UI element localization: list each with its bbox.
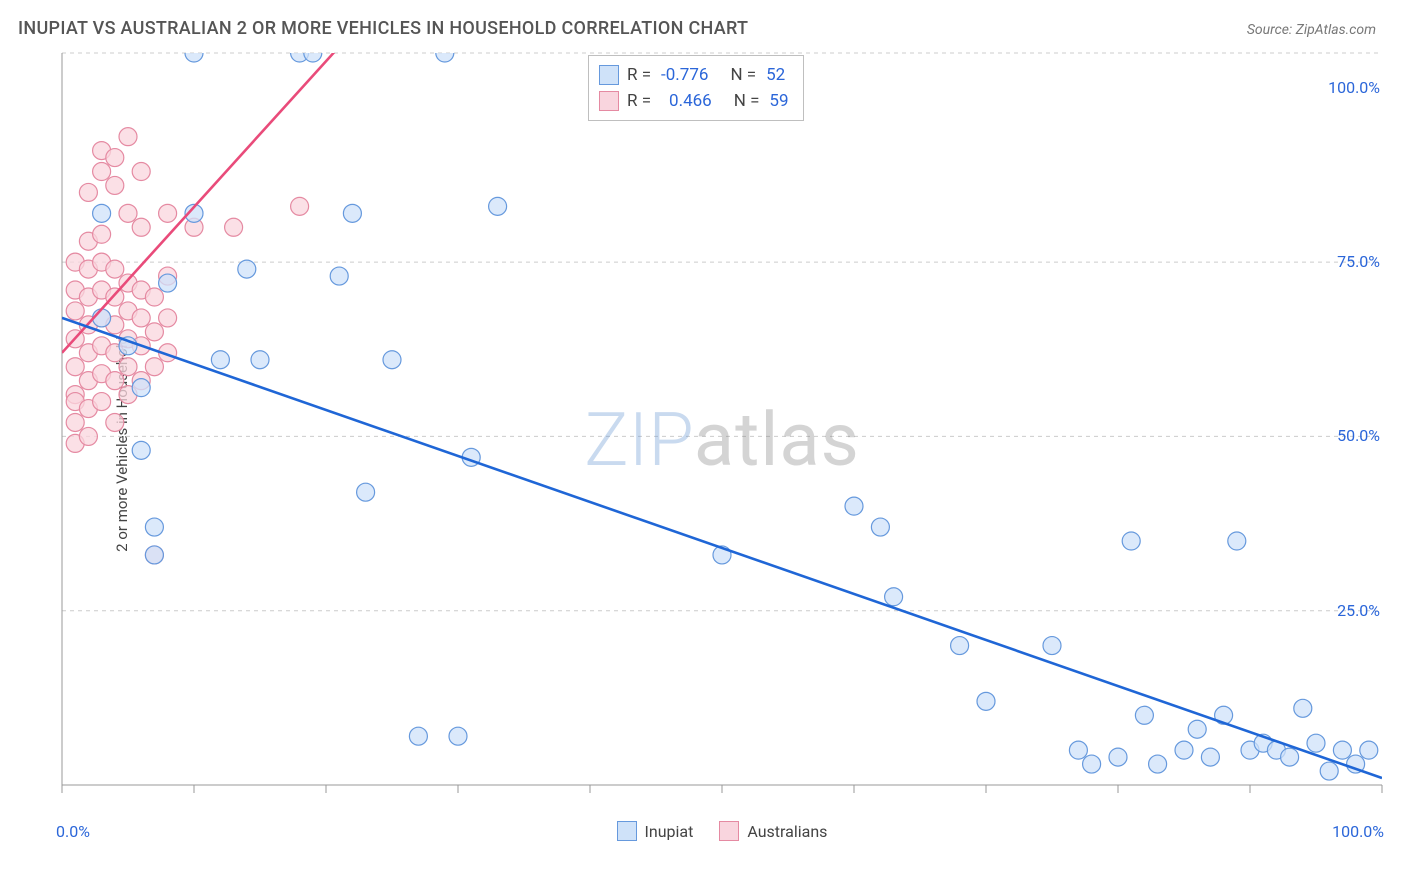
legend-swatch-inupiat — [617, 821, 637, 841]
scatter-plot-svg — [58, 49, 1386, 839]
legend-row-australians: R = 0.466 N = 59 — [599, 88, 789, 114]
legend-item-australians: Australians — [719, 821, 827, 841]
legend-label-inupiat: Inupiat — [645, 822, 694, 841]
y-axis-tick-75: 75.0% — [1337, 252, 1380, 271]
r-label: R = — [627, 62, 651, 88]
legend-swatch-australians — [599, 91, 619, 111]
chart-header: INUPIAT VS AUSTRALIAN 2 OR MORE VEHICLES… — [0, 0, 1406, 49]
series-legend: Inupiat Australians — [58, 821, 1386, 841]
correlation-legend: R = -0.776 N = 52 R = 0.466 N = 59 — [588, 55, 804, 121]
legend-swatch-australians — [719, 821, 739, 841]
source-attribution: Source: ZipAtlas.com — [1247, 22, 1376, 38]
legend-swatch-inupiat — [599, 65, 619, 85]
legend-row-inupiat: R = -0.776 N = 52 — [599, 62, 789, 88]
r-label: R = — [627, 88, 651, 114]
r-value-inupiat: -0.776 — [661, 62, 708, 88]
n-label: N = — [734, 88, 760, 114]
n-label: N = — [730, 62, 756, 88]
y-axis-tick-25: 25.0% — [1337, 601, 1380, 620]
legend-item-inupiat: Inupiat — [617, 821, 694, 841]
y-axis-tick-100: 100.0% — [1328, 78, 1380, 97]
chart-area: 2 or more Vehicles in Household ZIPatlas… — [50, 49, 1386, 839]
r-value-australians: 0.466 — [669, 88, 712, 114]
source-prefix: Source: — [1247, 22, 1296, 38]
x-axis-tick-0: 0.0% — [56, 822, 90, 841]
n-value-inupiat: 52 — [766, 62, 785, 88]
source-name: ZipAtlas.com — [1296, 22, 1376, 38]
n-value-australians: 59 — [769, 88, 788, 114]
chart-title: INUPIAT VS AUSTRALIAN 2 OR MORE VEHICLES… — [18, 18, 748, 39]
plot-region: ZIPatlas R = -0.776 N = 52 R = 0.466 N =… — [58, 49, 1386, 839]
legend-label-australians: Australians — [747, 822, 827, 841]
x-axis-tick-100: 100.0% — [1332, 822, 1384, 841]
y-axis-tick-50: 50.0% — [1337, 426, 1380, 445]
